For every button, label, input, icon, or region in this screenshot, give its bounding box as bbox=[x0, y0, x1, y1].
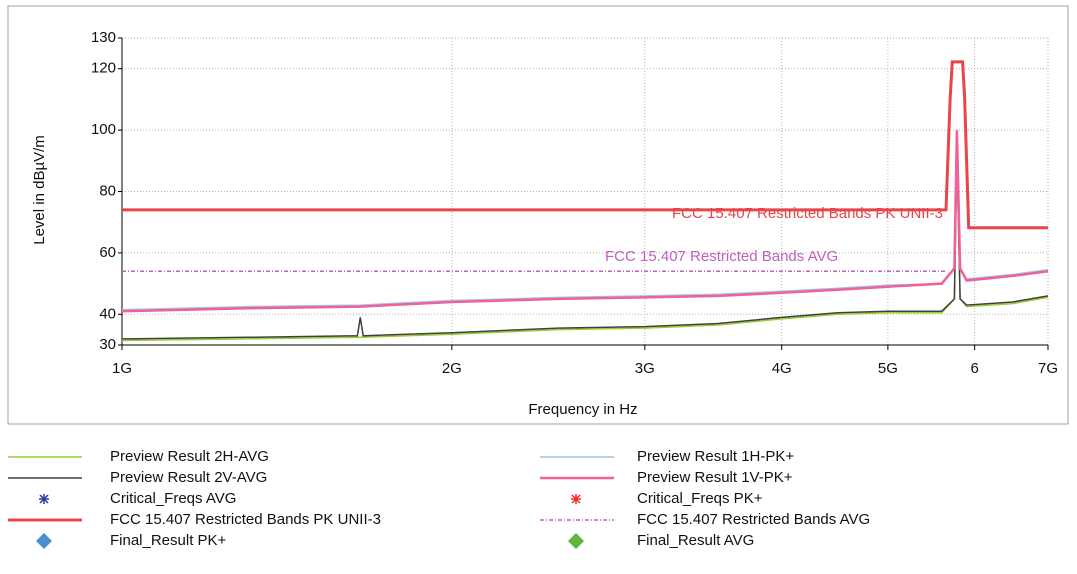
legend-symbol bbox=[36, 533, 52, 549]
y-tick-label: 100 bbox=[91, 121, 116, 138]
annotation: FCC 15.407 Restricted Bands PK UNII-3 bbox=[672, 205, 943, 222]
legend-label: Preview Result 1H-PK+ bbox=[637, 448, 794, 465]
legend-label: Critical_Freqs AVG bbox=[110, 490, 236, 507]
y-tick-label: 60 bbox=[99, 244, 116, 261]
x-tick-label: 4G bbox=[772, 360, 792, 377]
legend-symbol bbox=[39, 494, 49, 504]
y-tick-label: 30 bbox=[99, 336, 116, 353]
series-line bbox=[122, 60, 1048, 230]
x-tick-label: 5G bbox=[878, 360, 898, 377]
x-tick-label: 3G bbox=[635, 360, 655, 377]
annotation: FCC 15.407 Restricted Bands AVG bbox=[605, 248, 838, 265]
legend-symbol bbox=[571, 494, 581, 504]
legend-label: Final_Result AVG bbox=[637, 532, 754, 549]
y-tick-label: 120 bbox=[91, 60, 116, 77]
y-tick-label: 80 bbox=[99, 182, 116, 199]
x-axis-label: Frequency in Hz bbox=[528, 401, 637, 418]
x-tick-label: 7G bbox=[1038, 360, 1058, 377]
x-tick-label: 6 bbox=[970, 360, 978, 377]
legend-symbol-stroke bbox=[39, 494, 49, 504]
legend-label: Preview Result 1V-PK+ bbox=[637, 469, 793, 486]
legend-label: Preview Result 2H-AVG bbox=[110, 448, 269, 465]
x-tick-label: 2G bbox=[442, 360, 462, 377]
series-line bbox=[121, 145, 1049, 340]
y-tick-label: 130 bbox=[91, 29, 116, 46]
legend-label: Final_Result PK+ bbox=[110, 532, 227, 549]
legend-label: FCC 15.407 Restricted Bands PK UNII-3 bbox=[110, 511, 381, 528]
legend-label: Preview Result 2V-AVG bbox=[110, 469, 267, 486]
legend-label: FCC 15.407 Restricted Bands AVG bbox=[637, 511, 870, 528]
y-axis-label: Level in dBµV/m bbox=[31, 135, 48, 245]
legend-symbol bbox=[568, 533, 584, 549]
legend-symbol-stroke bbox=[571, 494, 581, 504]
x-tick-label: 1G bbox=[112, 360, 132, 377]
series-line bbox=[121, 130, 1049, 313]
y-tick-label: 40 bbox=[99, 305, 116, 322]
plot-frame bbox=[7, 5, 1069, 425]
legend-label: Critical_Freqs PK+ bbox=[637, 490, 763, 507]
